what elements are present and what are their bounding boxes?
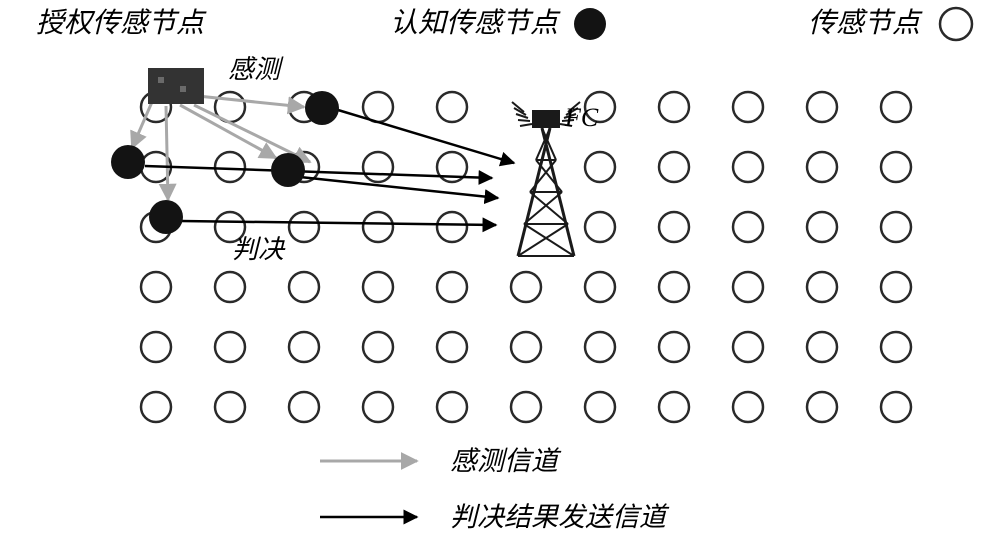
cognitive-node [271,153,305,187]
sensor-node [215,332,245,362]
label-decision: 判决 [232,235,286,264]
decision-arrow [300,177,498,198]
sensor-node [881,152,911,182]
legend-sensor-icon [940,8,972,40]
sensor-node [215,272,245,302]
sensor-node [363,212,393,242]
sensor-node [659,332,689,362]
sensor-node [881,332,911,362]
sensor-node [659,392,689,422]
legend-sensing-label: 感测信道 [450,446,562,476]
sensor-node [511,272,541,302]
sensor-node [363,332,393,362]
sensor-node [807,212,837,242]
label-authorized: 授权传感节点 [36,8,207,39]
sensor-node [733,272,763,302]
sensor-node [881,212,911,242]
cognitive-node [111,145,145,179]
sensor-node [585,152,615,182]
sensor-node [437,212,467,242]
sensor-node [807,272,837,302]
sensor-node [659,212,689,242]
sensor-node [511,392,541,422]
sensor-node [733,152,763,182]
legend-decision-label: 判决结果发送信道 [450,502,670,532]
sensor-node [437,332,467,362]
label-cognitive: 认知传感节点 [390,8,561,39]
sensor-node [585,212,615,242]
sensor-node [437,392,467,422]
sensor-node [585,332,615,362]
sensor-node [437,92,467,122]
authorized-node [148,68,204,104]
cognitive-node [149,200,183,234]
sensor-node [141,272,171,302]
sensor-node [141,392,171,422]
sensor-node [733,392,763,422]
sensor-node [659,272,689,302]
sensing-arrow [166,106,168,200]
sensor-node [585,272,615,302]
sensor-node [289,392,319,422]
sensor-node [659,152,689,182]
sensor-node [881,272,911,302]
sensor-node [363,152,393,182]
legend-cognitive-icon [574,8,606,40]
sensor-node [215,392,245,422]
cognitive-node [305,91,339,125]
decision-arrow [338,110,514,163]
label-sensor: 传感节点 [808,8,923,39]
sensor-node [807,152,837,182]
sensor-node [289,212,319,242]
sensor-node [807,92,837,122]
sensor-node [659,92,689,122]
sensor-node [363,392,393,422]
sensor-node [215,152,245,182]
sensor-node [881,92,911,122]
sensor-node [511,332,541,362]
sensor-node [881,392,911,422]
sensor-node [289,332,319,362]
label-sensing: 感测 [228,55,284,84]
sensor-node [141,332,171,362]
sensor-node [807,332,837,362]
sensor-node [585,392,615,422]
sensor-node [807,392,837,422]
sensor-node [733,92,763,122]
sensor-node [363,272,393,302]
sensor-node [363,92,393,122]
sensor-node [437,272,467,302]
sensor-node [733,332,763,362]
label-fc: FC [564,103,599,132]
sensor-node [289,272,319,302]
sensor-node [733,212,763,242]
